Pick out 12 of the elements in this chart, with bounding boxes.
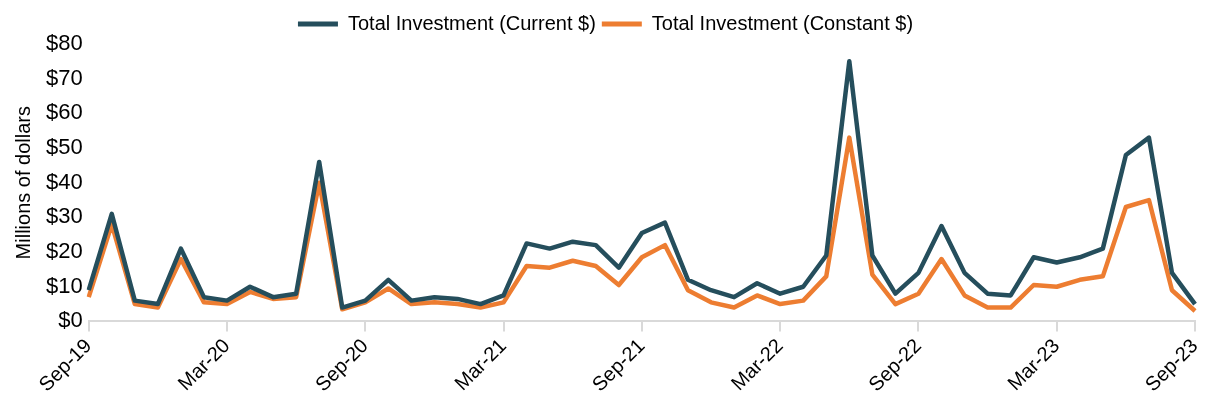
y-tick-label: $50: [45, 134, 83, 160]
y-tick-label: $70: [45, 64, 83, 90]
y-tick-label: $40: [45, 168, 83, 194]
legend-label: Total Investment (Constant $): [651, 11, 914, 34]
y-tick-label: $0: [58, 307, 83, 333]
y-tick-label: $20: [45, 238, 83, 264]
y-axis-title: Millions of dollars: [11, 106, 34, 260]
y-tick-label: $30: [45, 203, 83, 229]
y-tick-label: $10: [45, 272, 83, 298]
y-tick-label: $60: [45, 99, 83, 125]
legend-label: Total Investment (Current $): [347, 11, 596, 34]
y-tick-label: $80: [45, 30, 83, 56]
